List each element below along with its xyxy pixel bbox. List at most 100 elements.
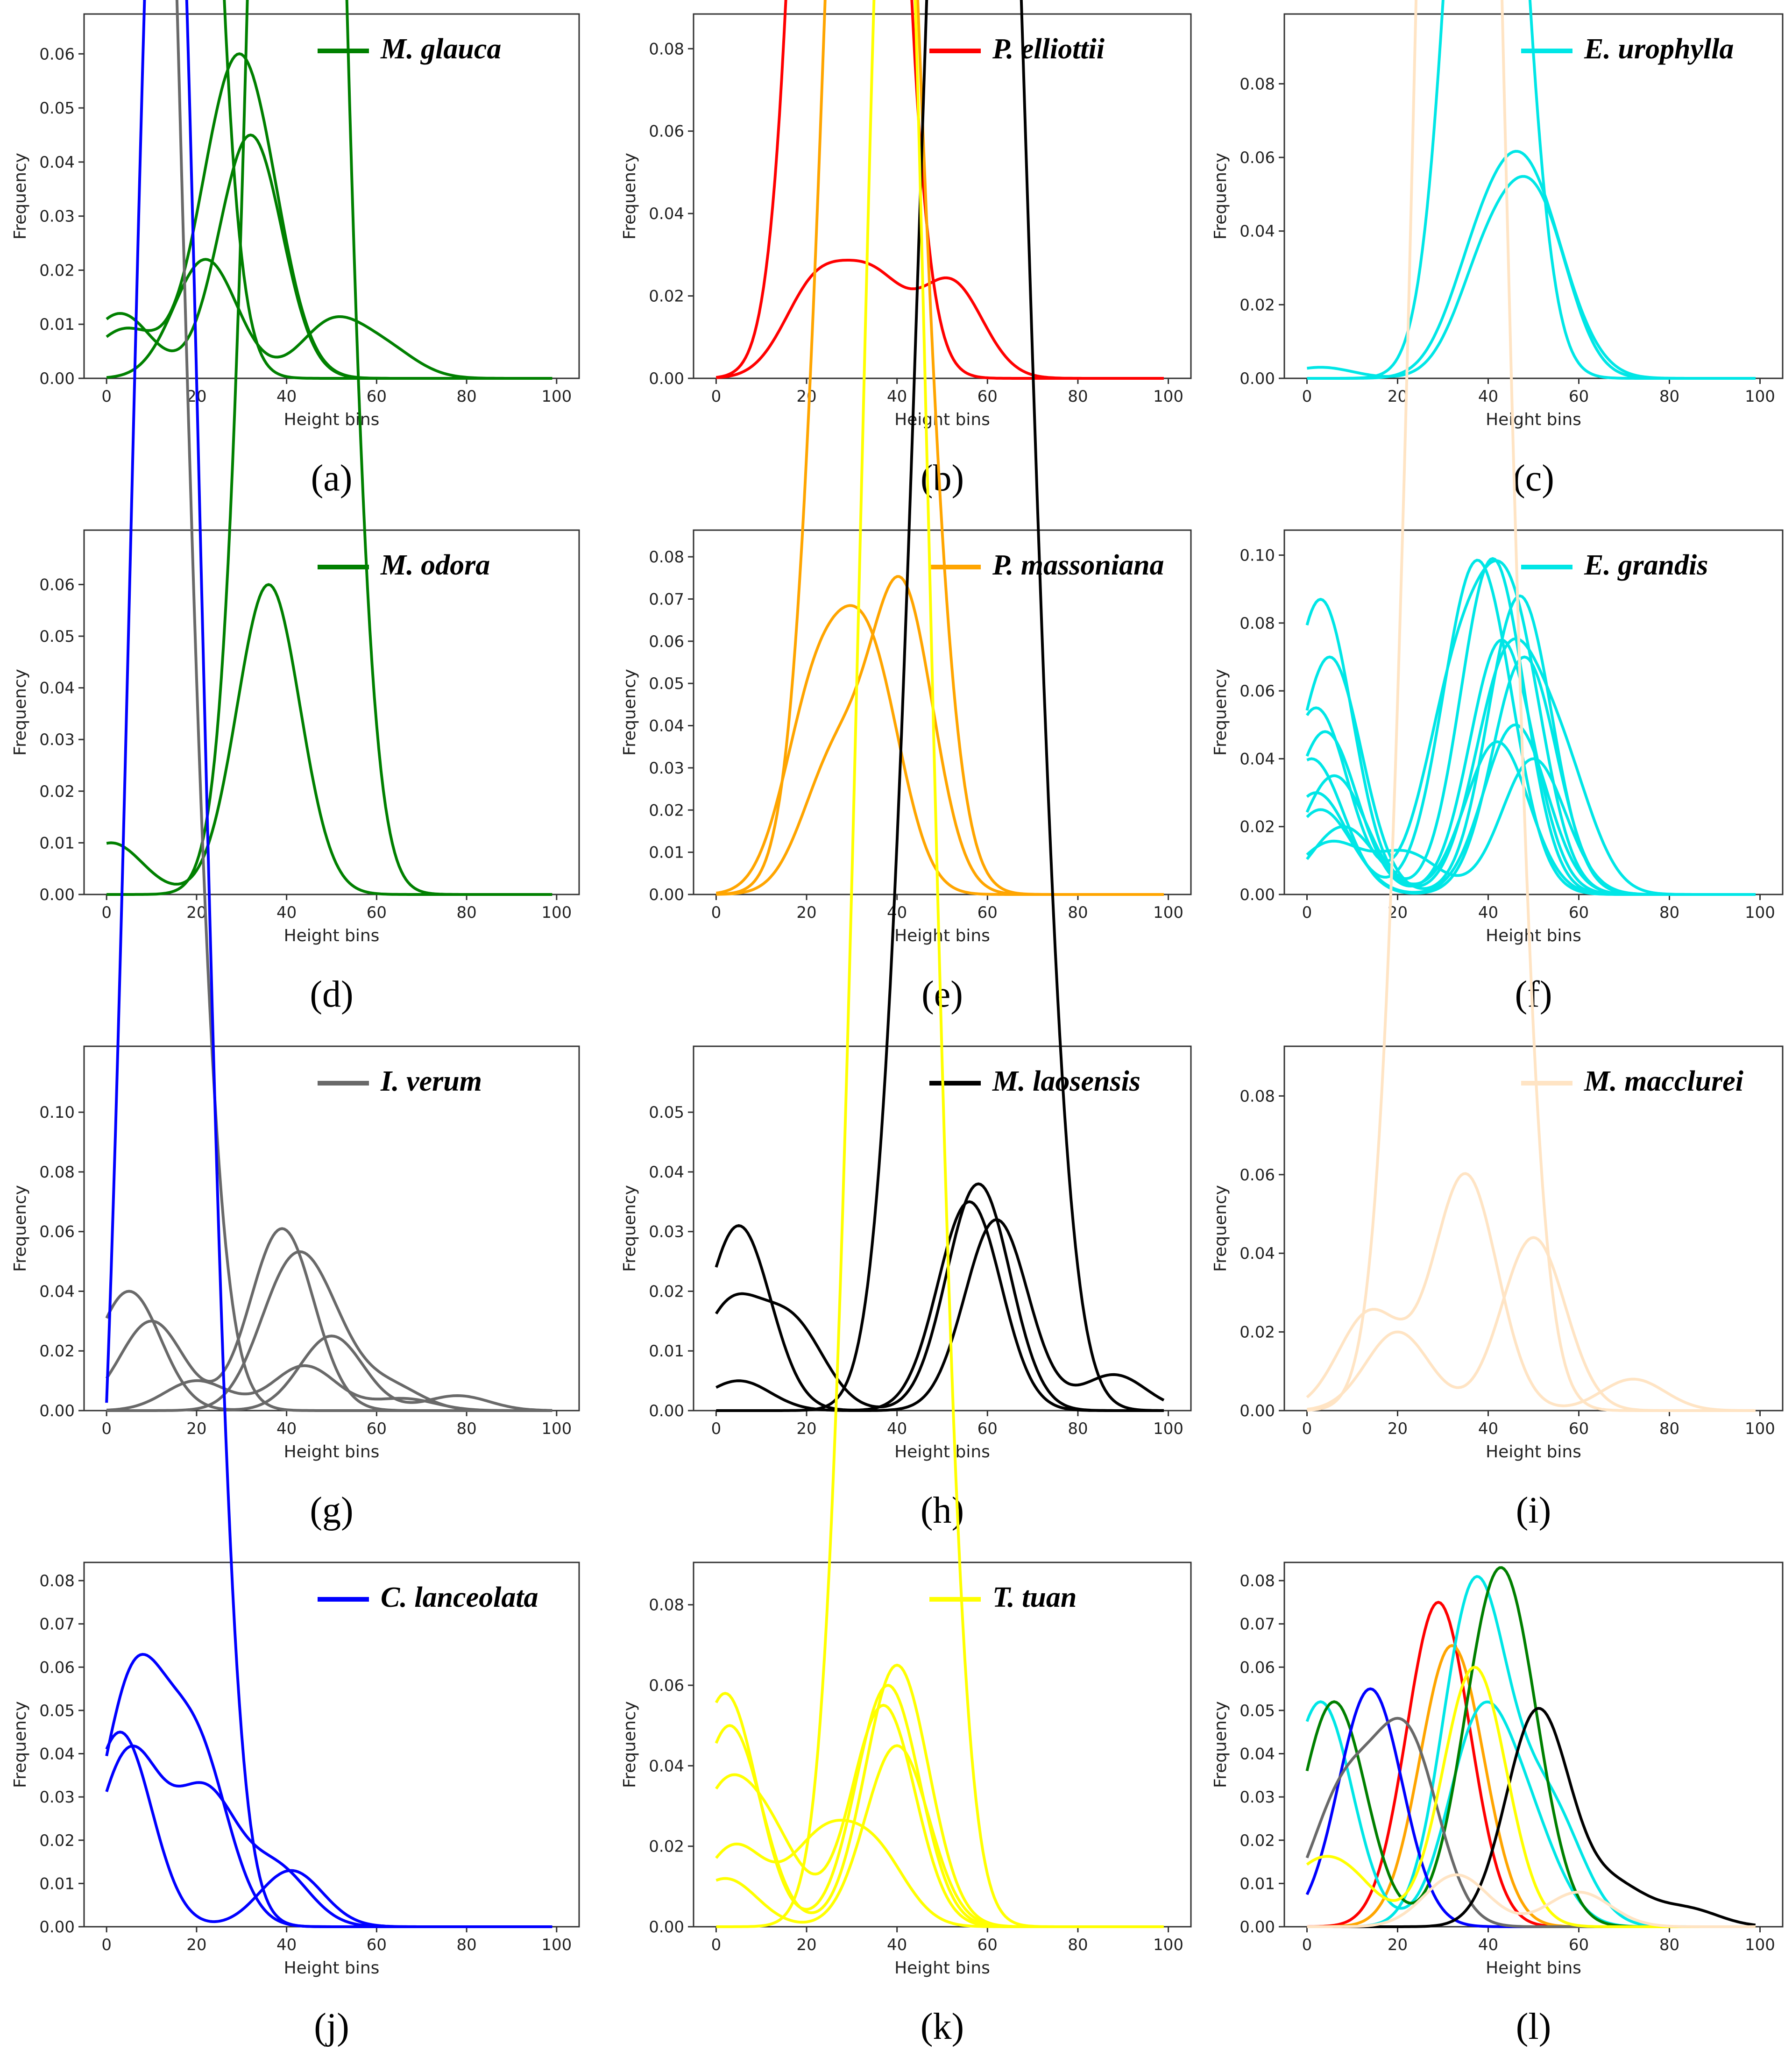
x-tick-label: 0 — [1302, 903, 1312, 922]
y-tick-label: 0.08 — [1240, 614, 1275, 633]
x-tick-label: 60 — [367, 387, 387, 406]
y-tick-label: 0.00 — [39, 1918, 75, 1937]
y-tick-label: 0.02 — [1240, 296, 1275, 314]
chart-panel-e: 0.00 0.01 0.02 0.03 0.04 0.05 0.06 0.07 0.08 0 20 4… — [620, 0, 1192, 1015]
x-tick-label: 60 — [977, 1936, 998, 1954]
series-line — [716, 259, 1164, 380]
y-tick-label: 0.07 — [1240, 1615, 1275, 1634]
plot-frame — [1283, 529, 1784, 895]
x-tick-label: 100 — [1153, 1936, 1183, 1954]
y-tick-label: 0.01 — [649, 1342, 684, 1361]
x-tick-label: 40 — [276, 903, 297, 922]
x-tick-label: 80 — [456, 1936, 476, 1954]
y-tick-label: 0.04 — [649, 717, 684, 736]
x-axis-label: Height bins — [284, 410, 380, 429]
x-tick-label: 100 — [541, 1936, 572, 1954]
y-tick-label: 0.01 — [649, 844, 684, 862]
y-tick-label: 0.02 — [1240, 1831, 1275, 1850]
x-tick-label: 0 — [711, 903, 722, 922]
y-tick-label: 0.00 — [1240, 1918, 1275, 1937]
x-tick-label: 100 — [541, 903, 572, 922]
chart-panel-i: 0.00 0.02 0.04 0.06 0.08 0 20 40 60 80 100 Height b… — [1211, 0, 1784, 1531]
y-tick-label: 0.02 — [39, 261, 75, 280]
series-line — [1307, 1236, 1756, 1412]
panel-caption: (d) — [310, 974, 353, 1015]
y-tick-label: 0.06 — [649, 1676, 684, 1695]
x-tick-label: 20 — [796, 903, 816, 922]
y-tick-label: 0.01 — [39, 315, 75, 334]
legend-label: P. elliottii — [992, 33, 1105, 65]
x-tick-label: 80 — [1659, 1936, 1679, 1954]
y-tick-label: 0.00 — [1240, 369, 1275, 388]
y-tick-label: 0.06 — [1240, 1166, 1275, 1185]
x-tick-label: 60 — [1569, 1936, 1589, 1954]
series-line — [1306, 1172, 1756, 1412]
series-line — [106, 583, 552, 896]
y-tick-label: 0.06 — [649, 632, 684, 651]
x-tick-label: 60 — [367, 903, 387, 922]
y-tick-label: 0.02 — [1240, 818, 1275, 837]
y-tick-label: 0.08 — [1240, 1087, 1275, 1106]
y-tick-label: 0.08 — [1240, 75, 1275, 93]
x-tick-label: 0 — [711, 1419, 722, 1438]
x-axis-label: Height bins — [284, 1958, 380, 1978]
y-tick-label: 0.03 — [649, 759, 684, 778]
y-axis-label: Frequency — [620, 153, 639, 240]
legend-label: E. grandis — [1584, 549, 1708, 581]
x-tick-label: 60 — [977, 387, 998, 406]
panel-caption: (g) — [310, 1490, 353, 1531]
y-tick-label: 0.05 — [39, 99, 75, 118]
x-axis-label: Height bins — [1486, 410, 1581, 429]
y-tick-label: 0.01 — [39, 1874, 75, 1893]
x-tick-label: 80 — [456, 1419, 476, 1438]
x-tick-label: 40 — [887, 903, 907, 922]
x-tick-label: 60 — [1569, 903, 1589, 922]
y-tick-label: 0.01 — [1240, 1874, 1275, 1893]
x-axis-label: Height bins — [894, 410, 990, 429]
x-tick-label: 80 — [456, 903, 476, 922]
y-tick-label: 0.06 — [1240, 682, 1275, 701]
chart-panel-c: 0.00 0.02 0.04 0.06 0.08 0 20 40 60 80 100 Height b… — [1211, 0, 1784, 499]
chart-panel-l: 0.00 0.01 0.02 0.03 0.04 0.05 0.06 0.07 0.08 0 20 4… — [1211, 1561, 1784, 2047]
x-tick-label: 80 — [1659, 387, 1679, 406]
y-axis-label: Frequency — [620, 669, 639, 756]
y-tick-label: 0.08 — [649, 548, 684, 567]
y-tick-label: 0.02 — [649, 801, 684, 820]
y-tick-label: 0.00 — [39, 886, 75, 904]
x-tick-label: 0 — [101, 1936, 112, 1954]
y-tick-label: 0.08 — [649, 1596, 684, 1615]
x-tick-label: 80 — [456, 387, 476, 406]
y-tick-label: 0.05 — [649, 674, 684, 693]
x-tick-label: 40 — [887, 1936, 907, 1954]
x-tick-label: 100 — [1745, 903, 1775, 922]
panel-caption: (l) — [1516, 2006, 1551, 2047]
series-line — [715, 1182, 1164, 1412]
x-tick-label: 80 — [1659, 1419, 1679, 1438]
y-tick-label: 0.06 — [39, 1223, 75, 1242]
y-tick-label: 0.00 — [1240, 886, 1275, 904]
y-axis-label: Frequency — [11, 1185, 30, 1272]
x-tick-label: 0 — [1302, 1936, 1312, 1954]
y-axis-label: Frequency — [11, 1701, 30, 1788]
x-tick-label: 40 — [1478, 387, 1498, 406]
x-tick-label: 20 — [796, 1419, 816, 1438]
plot-frame — [693, 13, 1192, 379]
panel-caption: (i) — [1516, 1490, 1551, 1531]
y-tick-label: 0.01 — [39, 834, 75, 852]
x-tick-label: 20 — [1388, 1936, 1408, 1954]
x-axis-label: Height bins — [894, 926, 990, 945]
x-axis-label: Height bins — [894, 1442, 990, 1462]
y-tick-label: 0.06 — [1240, 1658, 1275, 1677]
legend-label: E. urophylla — [1584, 33, 1734, 65]
y-tick-label: 0.04 — [39, 1745, 75, 1764]
x-tick-label: 40 — [1478, 903, 1498, 922]
y-tick-label: 0.02 — [649, 1838, 684, 1856]
series-line — [1307, 175, 1756, 380]
y-tick-label: 0.04 — [1240, 750, 1275, 768]
y-tick-label: 0.00 — [649, 886, 684, 904]
x-tick-label: 40 — [276, 387, 297, 406]
legend-label: M. glauca — [380, 33, 501, 65]
panel-caption: (j) — [314, 2006, 349, 2047]
x-tick-label: 80 — [1068, 1936, 1088, 1954]
chart-panel-f: 0.000.020.040.060.080.100 20 40 60 80 100Heig… — [1211, 529, 1784, 1015]
